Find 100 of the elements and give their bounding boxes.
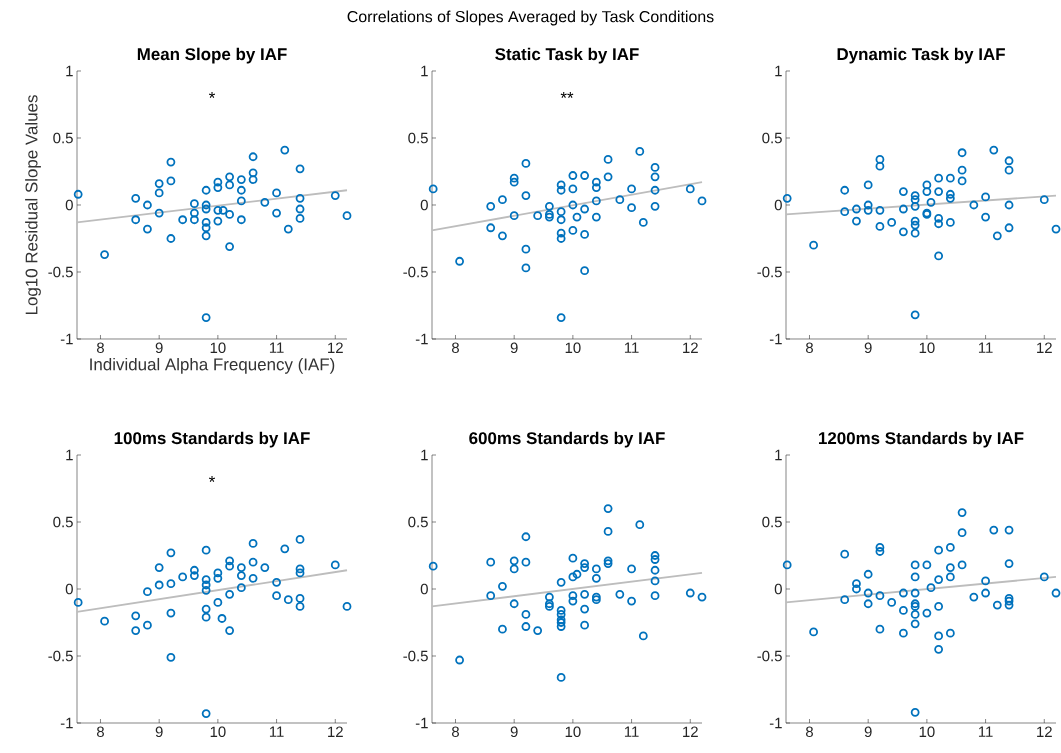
point — [260, 197, 270, 207]
point — [131, 626, 141, 635]
point — [521, 244, 531, 254]
point — [580, 230, 590, 239]
chart-title: Dynamic Task by IAF — [837, 47, 1005, 64]
point — [330, 191, 340, 201]
x-tick-label: 9 — [864, 342, 872, 354]
point — [934, 631, 944, 641]
point — [969, 200, 979, 210]
point — [910, 610, 920, 619]
point — [863, 569, 873, 579]
y-tick-label: -0.5 — [48, 650, 73, 662]
point — [545, 209, 554, 219]
y-tick-label: 0.5 — [408, 516, 428, 528]
point — [189, 571, 199, 580]
point — [1004, 200, 1014, 210]
point — [910, 707, 920, 717]
point — [591, 177, 601, 187]
point — [568, 553, 578, 563]
point — [635, 146, 645, 156]
point — [236, 175, 246, 184]
chart-title: 100ms Standards by IAF — [114, 431, 310, 448]
x-tick-label: 8 — [805, 726, 813, 738]
point — [213, 598, 223, 607]
point — [201, 204, 211, 214]
point — [272, 208, 281, 218]
x-tick-label: 12 — [1037, 726, 1052, 737]
point — [922, 180, 932, 190]
point — [143, 200, 152, 210]
point — [509, 173, 519, 183]
x-tick-label: 8 — [96, 726, 104, 738]
point — [201, 223, 211, 233]
point — [178, 572, 188, 582]
point — [1004, 165, 1014, 175]
point — [934, 173, 944, 183]
y-tick-label: -0.5 — [403, 266, 428, 278]
y-tick-label: 0 — [420, 199, 428, 211]
point — [650, 185, 660, 195]
point — [809, 627, 818, 637]
point — [556, 228, 566, 238]
y-tick-label: -0.5 — [403, 650, 428, 662]
point — [910, 191, 920, 201]
point — [981, 192, 990, 202]
point — [568, 591, 578, 601]
point — [809, 240, 818, 250]
point — [782, 193, 792, 203]
point — [201, 580, 211, 590]
point — [556, 215, 566, 225]
point — [201, 709, 211, 719]
y-tick-label: 1 — [421, 65, 428, 77]
point — [875, 591, 885, 601]
point — [272, 188, 281, 198]
x-tick-label: 8 — [451, 726, 459, 738]
point — [154, 563, 164, 572]
point — [957, 508, 967, 518]
point — [1051, 224, 1061, 234]
point — [225, 172, 235, 182]
x-tick-label: 12 — [328, 342, 343, 353]
point — [521, 263, 531, 273]
y-axis-title: Log10 Residual Slope Values — [25, 95, 41, 315]
point — [201, 231, 211, 241]
point — [934, 644, 944, 654]
point — [100, 250, 109, 259]
y-tick-label: 1 — [66, 65, 73, 77]
chart-title: Mean Slope by IAF — [137, 47, 287, 64]
x-tick-label: 10 — [210, 342, 226, 354]
point — [521, 191, 531, 201]
y-tick-label: -1 — [415, 333, 428, 345]
point — [580, 266, 590, 276]
point — [295, 535, 305, 544]
x-tick-label: 12 — [683, 342, 698, 353]
point — [852, 216, 861, 226]
point — [852, 584, 861, 594]
point — [225, 209, 235, 219]
x-tick-label: 9 — [510, 342, 518, 354]
point — [863, 599, 873, 609]
x-tick-label: 10 — [210, 726, 226, 738]
point — [863, 205, 873, 215]
y-tick-label: -0.5 — [757, 650, 782, 662]
text: Correlations of Slopes Averaged by Task Conditions — [347, 10, 714, 26]
point — [580, 620, 590, 630]
point — [1004, 600, 1014, 610]
point — [545, 602, 554, 611]
point — [875, 205, 885, 215]
y-tick-label: 1 — [775, 65, 782, 77]
point — [498, 195, 507, 205]
point — [283, 224, 293, 234]
point — [697, 196, 707, 206]
point — [154, 208, 164, 218]
x-tick-label: 10 — [565, 342, 581, 354]
point — [934, 545, 944, 555]
point — [248, 175, 258, 184]
point — [428, 184, 438, 194]
x-tick-label: 11 — [269, 342, 284, 353]
point — [910, 201, 920, 211]
point — [934, 187, 944, 196]
point — [201, 185, 211, 195]
point — [295, 193, 305, 203]
point — [603, 172, 613, 182]
point — [189, 565, 199, 575]
